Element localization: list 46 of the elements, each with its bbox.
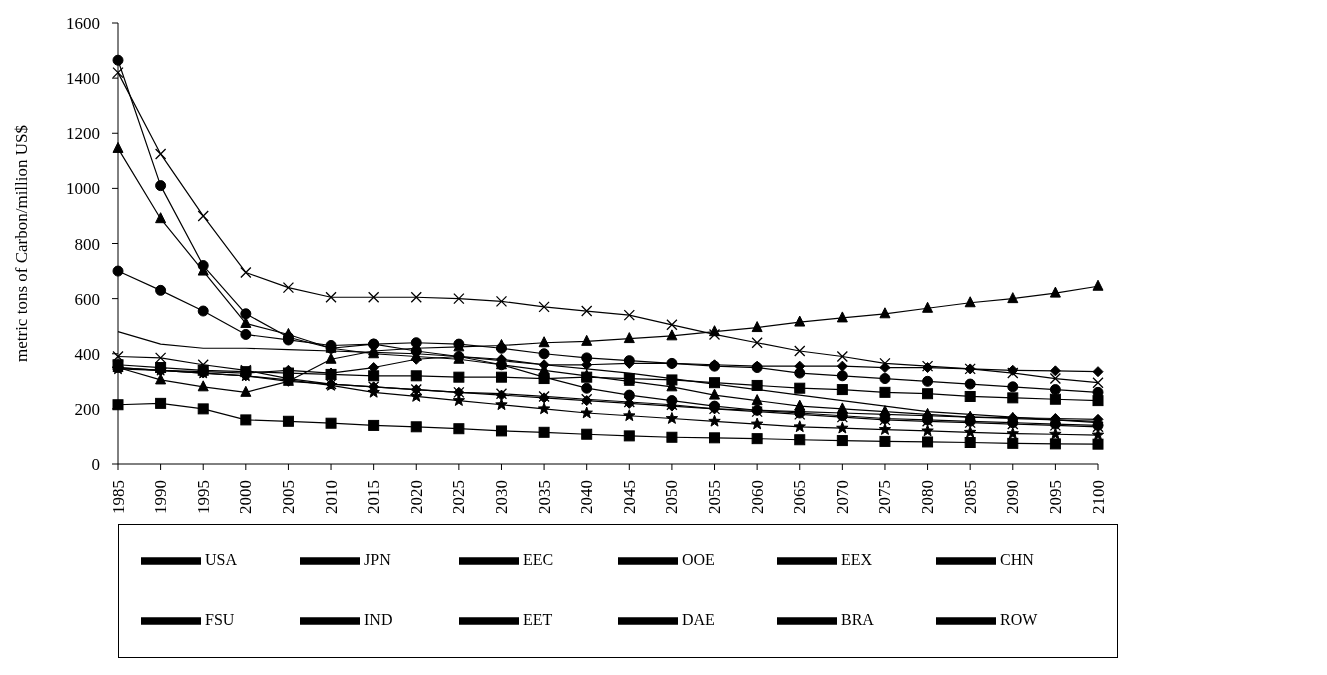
y-tick-label: 1600 xyxy=(66,14,100,34)
x-tick-label: 1990 xyxy=(151,480,171,514)
legend-label: ROW xyxy=(1000,609,1039,630)
x-tick-label: 2015 xyxy=(364,480,384,514)
legend-label: CHN xyxy=(1000,549,1035,570)
y-tick-label: 600 xyxy=(74,289,100,309)
y-tick-label: 1000 xyxy=(66,179,100,199)
x-tick-label: 2025 xyxy=(449,480,469,514)
x-tick-label: 2090 xyxy=(1003,480,1023,514)
x-tick-label: 2035 xyxy=(534,480,554,514)
x-tick-label: 2095 xyxy=(1045,480,1065,514)
y-tick-label: 1200 xyxy=(66,124,100,144)
legend-label: FSU xyxy=(205,609,236,630)
y-axis-title: metric tons of Carbon/million US$ xyxy=(12,124,32,363)
legend-label: EEC xyxy=(523,549,555,570)
legend-label: EET xyxy=(523,609,554,630)
x-tick-label: 1985 xyxy=(108,480,128,514)
x-tick-label: 2100 xyxy=(1088,480,1108,514)
legend-label: DAE xyxy=(682,609,716,630)
x-tick-label: 1995 xyxy=(193,480,213,514)
x-tick-label: 2000 xyxy=(236,480,256,514)
legend-label: IND xyxy=(364,609,394,630)
x-tick-label: 2040 xyxy=(577,480,597,514)
x-tick-label: 2045 xyxy=(619,480,639,514)
legend-label: EEX xyxy=(841,549,874,570)
x-tick-label: 2055 xyxy=(705,480,725,514)
y-tick-label: 0 xyxy=(91,455,100,475)
x-tick-label: 2060 xyxy=(747,480,767,514)
y-tick-label: 800 xyxy=(74,234,100,254)
legend-label: JPN xyxy=(364,549,392,570)
legend-label: OOE xyxy=(682,549,716,570)
y-tick-label: 400 xyxy=(74,344,100,364)
x-tick-label: 2070 xyxy=(832,480,852,514)
x-tick-label: 2065 xyxy=(790,480,810,514)
y-tick-label: 1400 xyxy=(66,69,100,89)
legend-label: USA xyxy=(205,549,238,570)
x-tick-label: 2085 xyxy=(960,480,980,514)
x-tick-label: 2020 xyxy=(406,480,426,514)
x-tick-label: 2050 xyxy=(662,480,682,514)
x-tick-label: 2080 xyxy=(918,480,938,514)
x-tick-label: 2005 xyxy=(278,480,298,514)
x-tick-label: 2030 xyxy=(491,480,511,514)
legend-label: BRA xyxy=(841,609,875,630)
x-tick-label: 2075 xyxy=(875,480,895,514)
y-tick-label: 200 xyxy=(74,399,100,419)
x-tick-label: 2010 xyxy=(321,480,341,514)
